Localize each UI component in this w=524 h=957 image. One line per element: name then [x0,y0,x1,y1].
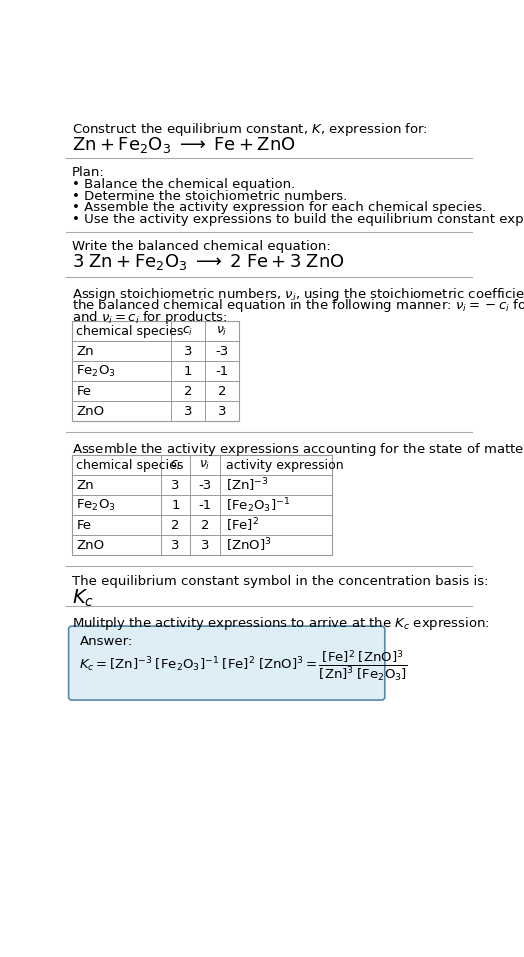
Text: the balanced chemical equation in the following manner: $\nu_i = -c_i$ for react: the balanced chemical equation in the fo… [72,298,524,314]
Text: • Determine the stoichiometric numbers.: • Determine the stoichiometric numbers. [72,189,347,203]
Text: • Assemble the activity expression for each chemical species.: • Assemble the activity expression for e… [72,201,486,214]
Text: Zn: Zn [77,345,94,358]
Text: $[\mathrm{Zn}]^{-3}$: $[\mathrm{Zn}]^{-3}$ [226,477,269,494]
Text: ZnO: ZnO [77,539,104,552]
Text: and $\nu_i = c_i$ for products:: and $\nu_i = c_i$ for products: [72,309,227,326]
Text: The equilibrium constant symbol in the concentration basis is:: The equilibrium constant symbol in the c… [72,575,488,589]
Bar [72,456,332,555]
Text: Plan:: Plan: [72,166,104,179]
Text: • Use the activity expressions to build the equilibrium constant expression.: • Use the activity expressions to build … [72,212,524,226]
Text: $\mathrm{Zn + Fe_2O_3 \;\longrightarrow\; Fe + ZnO}$: $\mathrm{Zn + Fe_2O_3 \;\longrightarrow\… [72,135,296,155]
Text: Answer:: Answer: [80,635,133,648]
Text: $c_i$: $c_i$ [170,458,181,472]
Text: Assemble the activity expressions accounting for the state of matter and $\nu_i$: Assemble the activity expressions accoun… [72,441,524,458]
Text: Fe$_2$O$_3$: Fe$_2$O$_3$ [77,364,116,379]
Text: $[\mathrm{Fe_2O_3}]^{-1}$: $[\mathrm{Fe_2O_3}]^{-1}$ [226,496,290,515]
Text: ZnO: ZnO [77,405,104,418]
Text: Fe$_2$O$_3$: Fe$_2$O$_3$ [77,498,116,513]
Text: $\mathrm{3\;Zn + Fe_2O_3 \;\longrightarrow\; 2\;Fe + 3\;ZnO}$: $\mathrm{3\;Zn + Fe_2O_3 \;\longrightarr… [72,252,344,272]
Text: Write the balanced chemical equation:: Write the balanced chemical equation: [72,239,331,253]
Text: -3: -3 [199,478,212,492]
Text: 2: 2 [218,385,226,398]
Text: Mulitply the activity expressions to arrive at the $K_c$ expression:: Mulitply the activity expressions to arr… [72,615,489,633]
Text: $[\mathrm{Fe}]^{2}$: $[\mathrm{Fe}]^{2}$ [226,517,259,534]
Text: 3: 3 [171,478,180,492]
Text: $K_c = [\mathrm{Zn}]^{-3}\;[\mathrm{Fe_2O_3}]^{-1}\;[\mathrm{Fe}]^{2}\;[\mathrm{: $K_c = [\mathrm{Zn}]^{-3}\;[\mathrm{Fe_2… [80,649,408,684]
Text: 1: 1 [184,365,192,378]
Text: Assign stoichiometric numbers, $\nu_i$, using the stoichiometric coefficients, $: Assign stoichiometric numbers, $\nu_i$, … [72,286,524,302]
Text: 3: 3 [201,539,209,552]
Text: chemical species: chemical species [77,324,184,338]
Text: Fe: Fe [77,519,91,532]
Text: 3: 3 [218,405,226,418]
Text: -3: -3 [215,345,228,358]
Text: 1: 1 [171,499,180,512]
Text: -1: -1 [215,365,228,378]
Text: -1: -1 [199,499,212,512]
Text: 3: 3 [184,405,192,418]
Text: 3: 3 [171,539,180,552]
Text: 3: 3 [184,345,192,358]
Text: Fe: Fe [77,385,91,398]
Text: $[\mathrm{ZnO}]^{3}$: $[\mathrm{ZnO}]^{3}$ [226,537,271,554]
Text: $K_c$: $K_c$ [72,588,94,609]
Text: 2: 2 [171,519,180,532]
Text: 2: 2 [201,519,209,532]
Bar [72,322,239,421]
Text: activity expression: activity expression [226,458,344,472]
Text: Construct the equilibrium constant, $K$, expression for:: Construct the equilibrium constant, $K$,… [72,121,428,138]
Text: 2: 2 [184,385,192,398]
Text: $c_i$: $c_i$ [182,324,193,338]
FancyBboxPatch shape [69,626,385,700]
Text: chemical species: chemical species [77,458,184,472]
Text: $\nu_i$: $\nu_i$ [216,324,228,338]
Text: • Balance the chemical equation.: • Balance the chemical equation. [72,178,295,191]
Text: Zn: Zn [77,478,94,492]
Text: $\nu_i$: $\nu_i$ [199,458,211,472]
